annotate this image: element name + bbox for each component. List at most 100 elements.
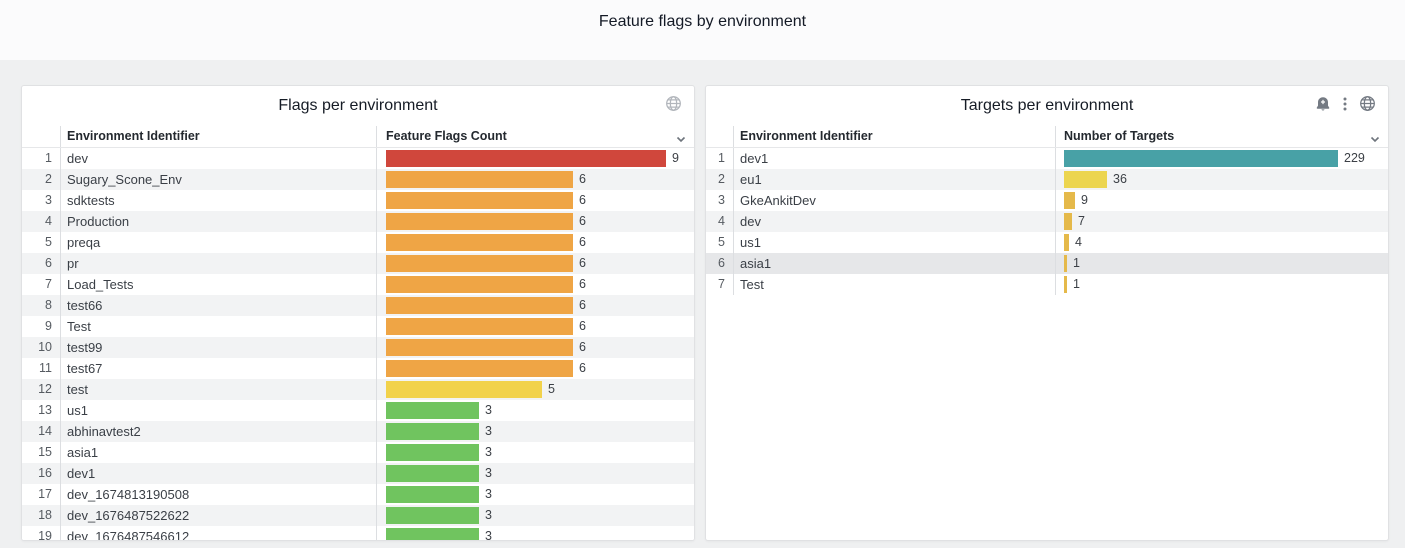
value-bar: [1064, 213, 1072, 230]
row-index: 1: [22, 148, 61, 169]
value-bar: [1064, 171, 1107, 188]
bar-gauge-cell: 6: [377, 211, 694, 232]
row-index: 12: [22, 379, 61, 400]
bar-gauge-cell: 3: [377, 463, 694, 484]
value-label: 3: [485, 508, 492, 522]
row-index: 9: [22, 316, 61, 337]
table-row: 7 Test 1: [706, 274, 1388, 295]
value-bar: [386, 465, 479, 482]
table-row: 3 sdktests 6: [22, 190, 694, 211]
value-label: 6: [579, 298, 586, 312]
value-label: 6: [579, 172, 586, 186]
row-index: 19: [22, 526, 61, 540]
value-bar: [386, 381, 542, 398]
value-bar: [386, 402, 479, 419]
bar-gauge-cell: 4: [1056, 232, 1388, 253]
column-header-feature-flags-count[interactable]: Feature Flags Count: [377, 126, 694, 147]
table-row: 3 GkeAnkitDev 9: [706, 190, 1388, 211]
value-bar: [386, 171, 573, 188]
table-row: 6 asia1 1: [706, 253, 1388, 274]
value-bar: [386, 150, 666, 167]
environment-identifier-cell: dev_1676487522622: [61, 505, 377, 526]
table-row: 5 preqa 6: [22, 232, 694, 253]
value-label: 5: [548, 382, 555, 396]
column-header-number-of-targets[interactable]: Number of Targets: [1056, 126, 1388, 147]
value-label: 36: [1113, 172, 1127, 186]
value-bar: [1064, 234, 1069, 251]
bar-gauge-cell: 6: [377, 190, 694, 211]
table-row: 6 pr 6: [22, 253, 694, 274]
row-index-column-header: [706, 126, 734, 147]
column-header-environment-identifier[interactable]: Environment Identifier: [61, 126, 377, 147]
value-bar: [386, 339, 573, 356]
value-label: 229: [1344, 151, 1365, 165]
value-label: 4: [1075, 235, 1082, 249]
bar-gauge-cell: 36: [1056, 169, 1388, 190]
table-row: 19 dev_1676487546612 3: [22, 526, 694, 540]
value-bar: [386, 423, 479, 440]
bar-gauge-cell: 6: [377, 253, 694, 274]
table-row: 18 dev_1676487522622 3: [22, 505, 694, 526]
panel-title[interactable]: Targets per environment: [960, 97, 1134, 114]
value-bar: [386, 318, 573, 335]
row-index: 1: [706, 148, 734, 169]
environment-identifier-cell: dev_1676487546612: [61, 526, 377, 540]
environment-identifier-cell: test66: [61, 295, 377, 316]
environment-identifier-cell: preqa: [61, 232, 377, 253]
table-row: 8 test66 6: [22, 295, 694, 316]
value-label: 6: [579, 319, 586, 333]
value-bar: [386, 234, 573, 251]
row-index: 6: [706, 253, 734, 274]
bar-gauge-cell: 7: [1056, 211, 1388, 232]
column-header-label: Number of Targets: [1064, 129, 1175, 143]
environment-identifier-cell: pr: [61, 253, 377, 274]
bar-gauge-cell: 3: [377, 442, 694, 463]
table-row: 2 eu1 36: [706, 169, 1388, 190]
environment-identifier-cell: Load_Tests: [61, 274, 377, 295]
bar-gauge-cell: 1: [1056, 274, 1388, 295]
value-label: 3: [485, 487, 492, 501]
chevron-down-icon[interactable]: [675, 131, 687, 152]
environment-identifier-cell: Production: [61, 211, 377, 232]
value-bar: [386, 528, 479, 540]
value-bar: [386, 360, 573, 377]
panel-flags-per-environment: Flags per environment Environment Identi…: [21, 85, 695, 541]
value-label: 1: [1073, 256, 1080, 270]
bar-gauge-cell: 9: [1056, 190, 1388, 211]
panel-title[interactable]: Flags per environment: [278, 97, 438, 114]
table-row: 10 test99 6: [22, 337, 694, 358]
row-index: 14: [22, 421, 61, 442]
panel-header: Flags per environment: [22, 86, 694, 126]
environment-identifier-cell: dev: [61, 148, 377, 169]
value-bar: [1064, 276, 1067, 293]
bar-gauge-cell: 6: [377, 337, 694, 358]
table-row: 7 Load_Tests 6: [22, 274, 694, 295]
row-index: 4: [22, 211, 61, 232]
table-body: 1 dev 9 2 Sugary_Scone_Env 6 3 sdktests 6 4 Produc…: [22, 148, 694, 540]
bell-plus-icon[interactable]: [1315, 96, 1331, 112]
environment-identifier-cell: GkeAnkitDev: [734, 190, 1056, 211]
row-index: 11: [22, 358, 61, 379]
table-row: 12 test 5: [22, 379, 694, 400]
column-header-environment-identifier[interactable]: Environment Identifier: [734, 126, 1056, 147]
row-index: 17: [22, 484, 61, 505]
row-index: 3: [706, 190, 734, 211]
globe-icon[interactable]: [665, 95, 682, 112]
environment-identifier-cell: asia1: [734, 253, 1056, 274]
value-bar: [1064, 255, 1067, 272]
row-index: 15: [22, 442, 61, 463]
chevron-down-icon[interactable]: [1369, 131, 1381, 152]
dashboard-header: Feature flags by environment: [0, 0, 1405, 60]
value-label: 3: [485, 424, 492, 438]
row-index: 3: [22, 190, 61, 211]
bar-gauge-cell: 6: [377, 316, 694, 337]
kebab-menu-icon[interactable]: [1343, 96, 1347, 112]
value-bar: [386, 192, 573, 209]
environment-identifier-cell: test: [61, 379, 377, 400]
panel-header-icons: [1315, 95, 1376, 112]
environment-identifier-cell: dev1: [61, 463, 377, 484]
value-bar: [386, 297, 573, 314]
environment-identifier-cell: dev: [734, 211, 1056, 232]
globe-icon[interactable]: [1359, 95, 1376, 112]
panel-targets-per-environment: Targets per environment: [705, 85, 1389, 541]
